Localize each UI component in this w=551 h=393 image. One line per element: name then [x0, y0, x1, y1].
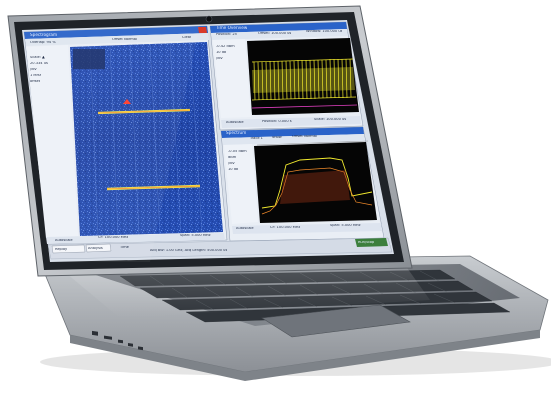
left-scale-label: Scale: ▲ — [30, 56, 45, 59]
left-bottom-bar — [46, 233, 225, 244]
right-top-ref-level: -0.42 dBm — [216, 45, 235, 48]
left-titlebar[interactable] — [24, 26, 208, 39]
close-icon[interactable] — [198, 27, 207, 33]
left-span-label: Span: 5.000 MHz — [180, 234, 211, 237]
status-acq-info: Acq BW: 1.00 GHz, Acq Length: 500.000 us — [150, 249, 228, 252]
left-clear-button[interactable]: Clear — [182, 36, 192, 39]
right-bottom-ref-level: -0.05 dBm — [228, 150, 247, 153]
webcam — [205, 15, 213, 23]
right-bottom-scale: 10 dB — [228, 168, 239, 171]
right-top-titlebar[interactable] — [210, 22, 347, 33]
replay-button[interactable] — [51, 244, 86, 254]
right-top-window-len: Window: 100.000 us — [306, 30, 343, 33]
left-toolbar-overlap: Overlap: 94 % — [30, 41, 56, 44]
right-bottom-trace: Trace 1 — [250, 137, 263, 140]
status-run-stop[interactable]: Run/Stop — [358, 241, 375, 244]
left-div-label: /div — [30, 68, 37, 71]
run-stop-button[interactable] — [355, 238, 388, 247]
right-bottom-show[interactable]: Show — [272, 136, 282, 139]
spectrum-plot — [254, 142, 377, 223]
right-top-window[interactable] — [209, 21, 364, 131]
right-bottom-span: Span: 5.000 MHz — [330, 224, 361, 227]
status-analysis[interactable]: Analysis — [88, 247, 103, 250]
right-top-div: /div — [216, 57, 223, 60]
laptop-base-front-edge — [70, 330, 540, 381]
left-scale-value: 20.334 us — [30, 62, 48, 65]
right-bottom-autoscale[interactable]: Autoscale — [236, 227, 254, 230]
analysis-button[interactable] — [85, 243, 112, 253]
marker-icon — [123, 99, 131, 104]
spectrum-trace-yellow — [261, 157, 373, 209]
left-autoscale-button[interactable]: Autoscale — [55, 239, 73, 242]
right-bottom-window[interactable] — [220, 126, 385, 242]
left-window[interactable] — [23, 25, 228, 245]
right-top-offset: Offset: 100.000 us — [258, 32, 292, 35]
spectrum-trace-orange — [261, 167, 373, 215]
left-sidebar — [26, 45, 78, 238]
screen-glare — [22, 24, 200, 262]
right-bottom-offset: Offset Normal — [292, 135, 317, 138]
right-top-scale: 10 dB — [216, 51, 227, 54]
status-time: Time — [120, 246, 129, 249]
right-top-autoscale[interactable]: Autoscale — [226, 121, 244, 124]
touchpad — [261, 304, 411, 338]
left-offset-label: offset — [30, 80, 41, 83]
left-mhz-label: 1 MHz — [30, 74, 42, 77]
left-cf-label: CF: 100.000 MHz — [98, 236, 129, 239]
status-replay[interactable]: Replay — [55, 248, 68, 251]
right-bottom-cf: CF: 100.000 MHz — [270, 226, 301, 229]
right-bottom-unit: dBm — [228, 156, 237, 159]
left-toolbar-offset: Offset Normal — [112, 38, 137, 41]
time-baseline — [251, 104, 358, 109]
time-waveform — [251, 58, 357, 101]
right-top-position: Position: 25 — [216, 33, 237, 36]
right-bottom-titlebar[interactable] — [221, 127, 364, 138]
spectrogram-readout-box — [73, 49, 105, 69]
spectrogram-streaks — [89, 42, 203, 236]
right-bottom-title: Spectrum — [226, 131, 247, 135]
right-bottom-div: /div — [228, 162, 235, 165]
left-window-title: Spectrogram — [30, 33, 58, 37]
status-bar — [47, 237, 393, 260]
right-top-title: Time Overview — [216, 26, 248, 30]
right-top-scale-time: Scale: 100.000 us — [314, 118, 347, 121]
side-ports — [92, 330, 143, 351]
right-top-pos-time: Position: 0.000 s — [262, 120, 292, 123]
